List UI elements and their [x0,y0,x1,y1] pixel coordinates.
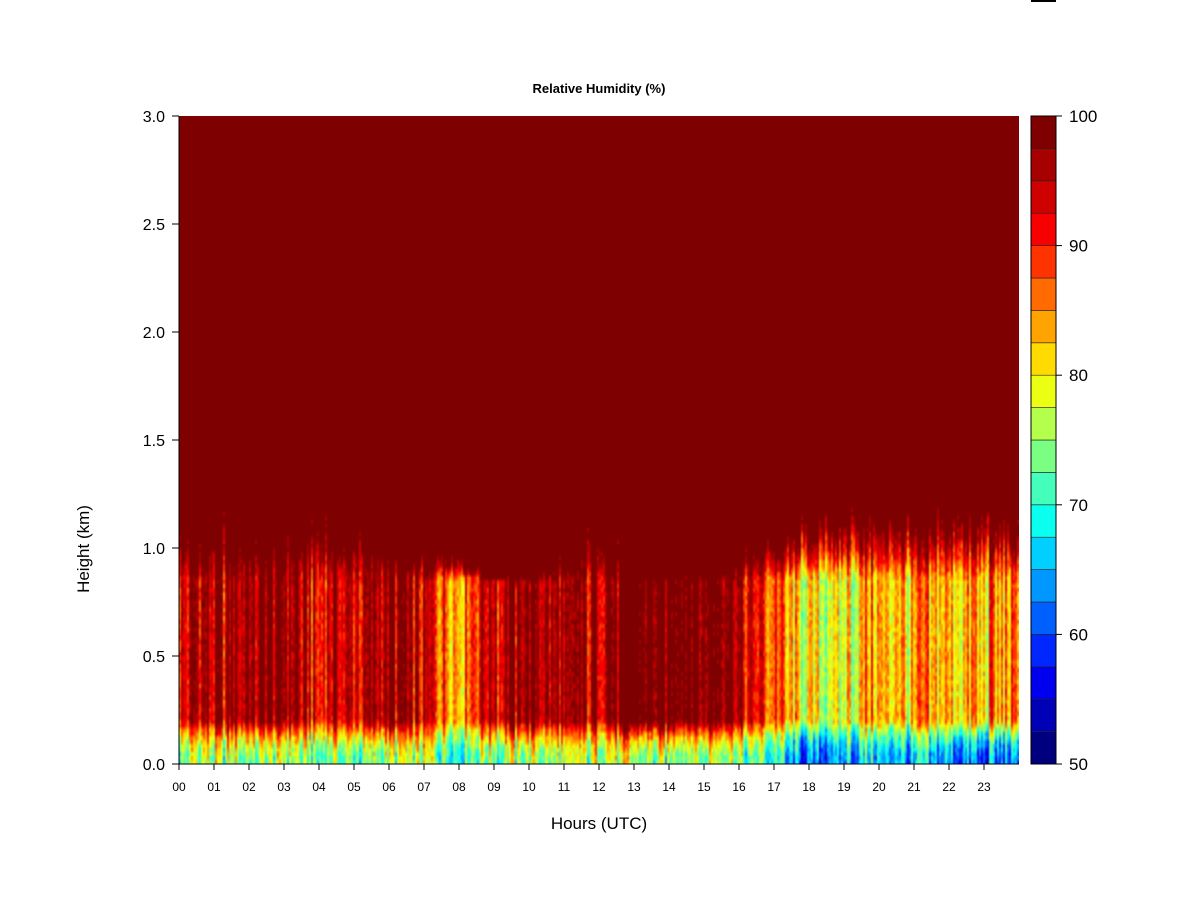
colorbar-swatch [1030,245,1057,279]
colorbar-swatch [1030,666,1057,700]
colorbar: 50 60 70 80 90 100 [1030,107,1097,774]
colorbar-swatch [1030,634,1057,668]
colorbar-swatch [1030,731,1057,765]
y-tick-label: 1.5 [143,433,165,450]
colorbar-tick-label: 80 [1069,366,1088,385]
colorbar-tick-label: 50 [1069,755,1088,774]
x-tick-label: 14 [662,780,676,794]
x-tick-label: 00 [172,780,186,794]
x-tick-label: 20 [872,780,886,794]
colorbar-swatch [1030,148,1057,182]
colorbar-frame [1030,115,1057,765]
x-axis-title: Hours (UTC) [551,814,647,833]
colorbar-tick-label: 60 [1069,625,1088,644]
x-tick-label: 21 [907,780,921,794]
colorbar-swatch [1030,601,1057,635]
x-tick-label: 09 [487,780,501,794]
x-tick-label: 03 [277,780,291,794]
colorbar-swatch [1030,536,1057,570]
y-tick-label: 3.0 [143,109,165,126]
y-tick-label: 2.0 [143,325,165,342]
heatmap-image [179,116,1019,764]
chart-title: Relative Humidity (%) [533,81,666,96]
colorbar-swatch [1030,569,1057,603]
x-tick-label: 01 [207,780,221,794]
colorbar-swatch [1030,115,1057,149]
colorbar-swatch [1030,310,1057,344]
x-tick-label: 23 [977,780,991,794]
x-tick-label: 04 [312,780,326,794]
y-tick-label: 1.0 [143,541,165,558]
x-tick-label: 08 [452,780,466,794]
colorbar-swatch [1030,212,1057,246]
heatmap-plot [179,116,1019,764]
colorbar-swatch [1030,698,1057,732]
colorbar-swatch [1030,472,1057,506]
colorbar-tick-label: 70 [1069,496,1088,515]
colorbar-tick-label: 100 [1069,107,1097,126]
colorbar-swatch [1030,277,1057,311]
x-tick-label: 02 [242,780,256,794]
x-tick-label: 13 [627,780,641,794]
y-tick-label: 0.0 [143,757,165,774]
x-tick-label: 18 [802,780,816,794]
y-axis-title: Height (km) [74,505,93,593]
y-axis: 0.0 0.5 1.0 1.5 2.0 2.5 3.0 [143,109,180,774]
colorbar-swatch [1030,504,1057,538]
x-tick-label: 22 [942,780,956,794]
x-tick-label: 16 [732,780,746,794]
x-tick-label: 19 [837,780,851,794]
x-tick-label: 05 [347,780,361,794]
x-tick-label: 17 [767,780,781,794]
colorbar-swatch [1030,407,1057,441]
y-tick-label: 2.5 [143,217,165,234]
x-tick-label: 07 [417,780,431,794]
colorbar-swatch [1030,180,1057,214]
corner-tick-mark [1031,0,1056,2]
x-tick-label: 12 [592,780,606,794]
colorbar-swatch [1030,374,1057,408]
x-tick-label: 11 [558,780,571,794]
colorbar-tick-label: 90 [1069,237,1088,256]
colorbar-swatch [1030,439,1057,473]
x-tick-label: 15 [697,780,711,794]
x-axis: 00 01 02 03 04 05 06 07 08 09 10 11 12 13 14 15 16 17 18 19… [172,763,1019,794]
y-tick-label: 0.5 [143,649,165,666]
x-tick-label: 06 [382,780,396,794]
x-tick-label: 10 [522,780,536,794]
colorbar-swatch [1030,342,1057,376]
